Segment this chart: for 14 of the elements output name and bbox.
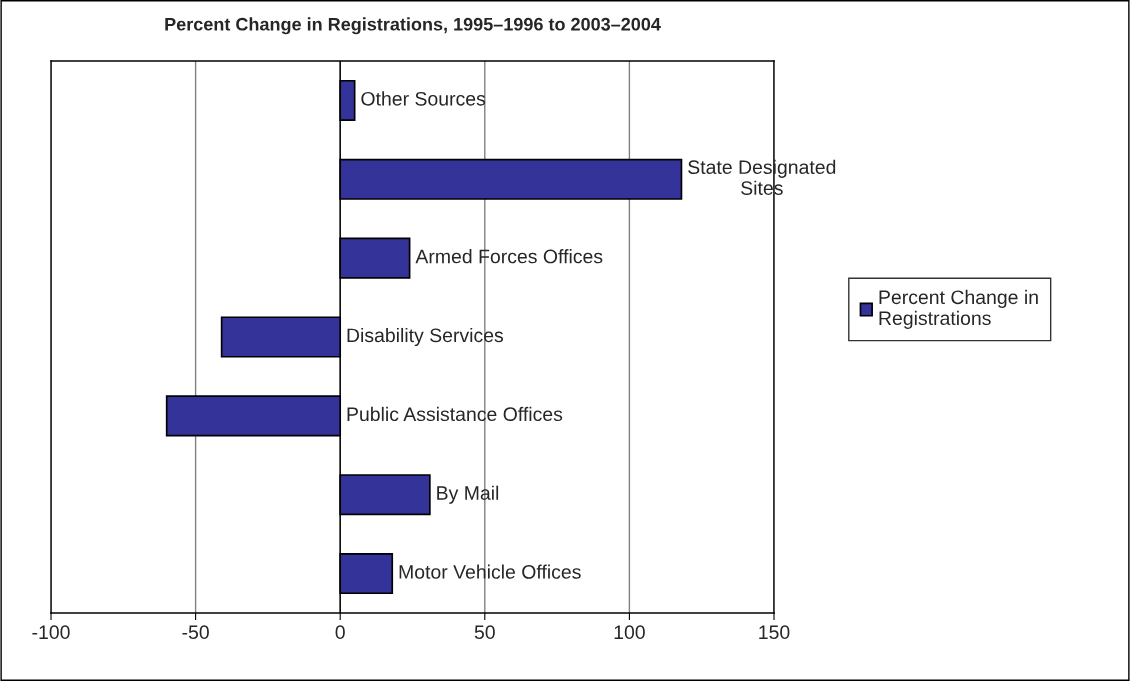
x-tick-label: -50 — [182, 625, 209, 640]
chart-title: Percent Change in Registrations, 1995–1996 to 2003–2004 — [165, 17, 661, 35]
legend-label: Percent Change in Registrations — [879, 289, 1038, 329]
x-tick-label: 0 — [335, 625, 345, 640]
x-tick-label: 50 — [474, 625, 495, 640]
y-tick-label: Disability Services — [347, 327, 504, 347]
x-tick-label: -100 — [32, 625, 70, 640]
y-tick-label: By Mail — [437, 485, 499, 504]
x-tick-label: 100 — [614, 625, 645, 640]
y-tick-label: Armed Forces Offices — [415, 249, 603, 264]
y-tick-label: Public Assistance Offices — [347, 406, 563, 422]
y-tick-label: Other Sources — [361, 91, 486, 106]
y-tick-label: Motor Vehicle Offices — [399, 564, 581, 579]
x-tick-label: 150 — [759, 625, 790, 640]
